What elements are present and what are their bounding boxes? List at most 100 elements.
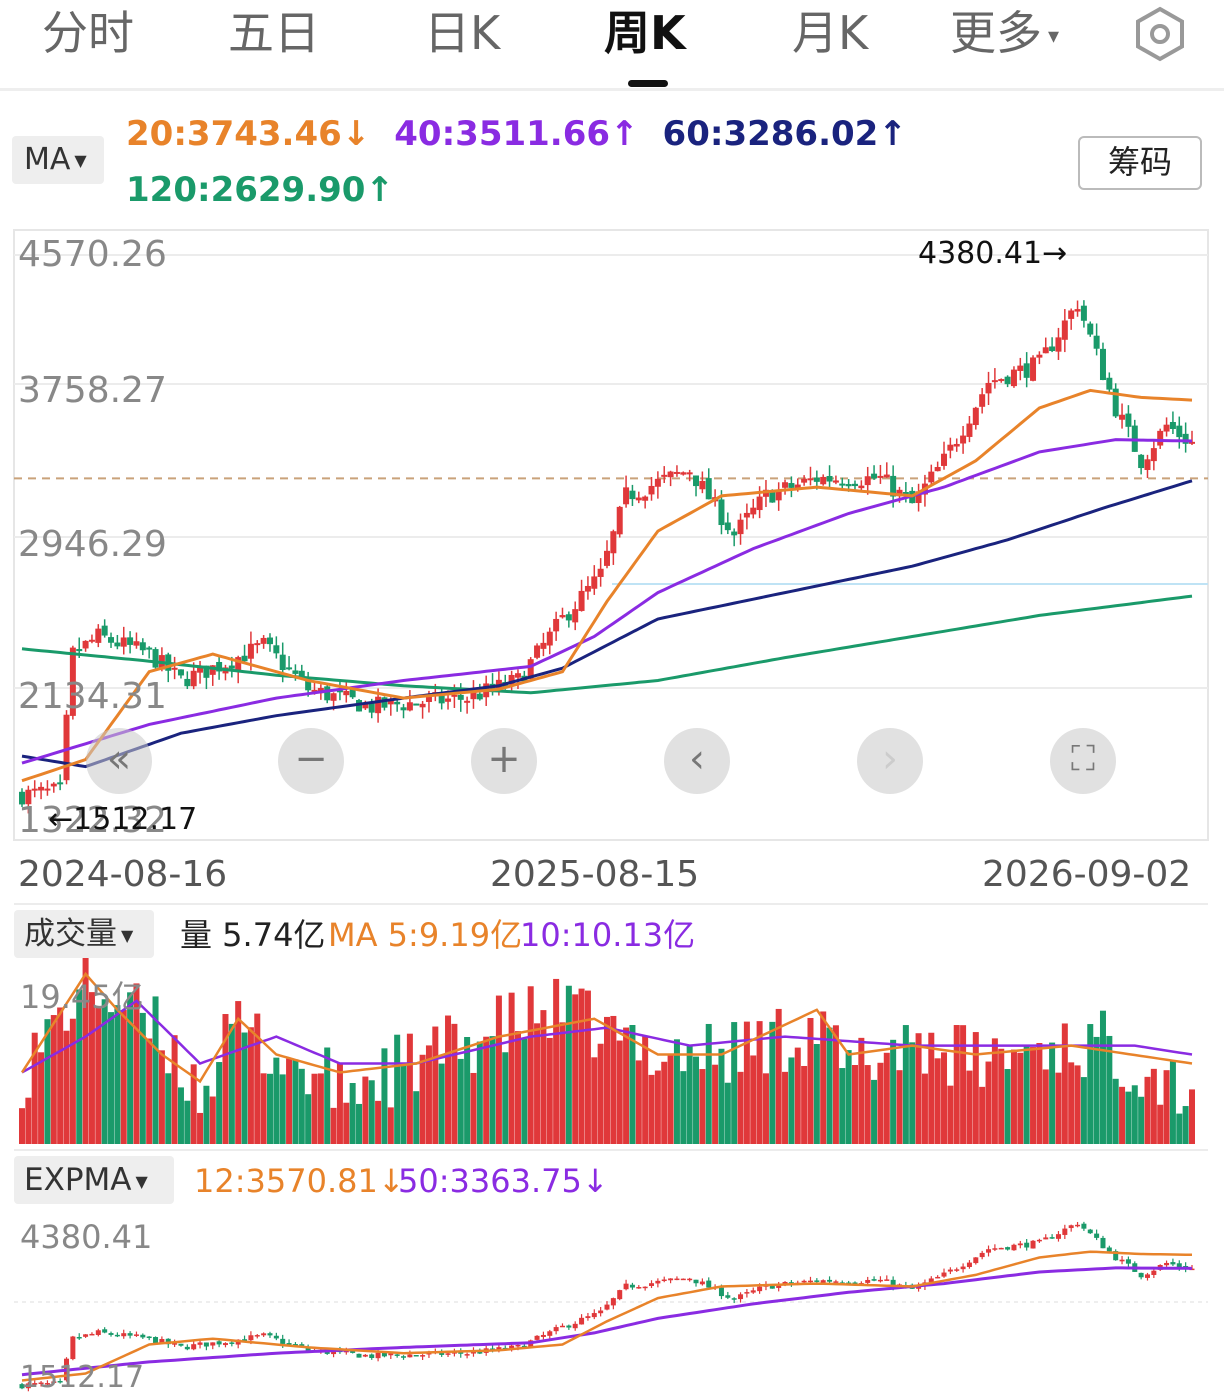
candle-body (76, 649, 83, 652)
volume-bar (464, 1037, 471, 1144)
candle-body (1068, 310, 1075, 319)
expma-candle-body (216, 1341, 222, 1345)
candle-body (19, 791, 25, 805)
volume-bar (629, 1025, 636, 1144)
volume-bar (57, 1007, 64, 1144)
candle-body (1055, 337, 1062, 352)
volume-bar (197, 1112, 204, 1144)
candle-body (1061, 320, 1068, 340)
volume-bar (1189, 1089, 1195, 1144)
fullscreen-button[interactable]: ⛶ (1050, 728, 1116, 794)
expma-bottom-label: 1512.17 (20, 1360, 145, 1395)
volume-bar (807, 1017, 814, 1144)
candle-body (782, 482, 789, 488)
candle-body (788, 483, 795, 488)
candle-body (139, 642, 146, 651)
expma-candle-body (420, 1355, 426, 1357)
expma-candle-body (121, 1333, 127, 1337)
expma-candle-body (114, 1334, 120, 1337)
candle-body (209, 665, 216, 675)
tab-monthly-k[interactable]: 月K (792, 6, 869, 60)
expma-candle-body (299, 1344, 305, 1347)
volume-bar (686, 1044, 693, 1144)
volume-bar (941, 1052, 948, 1144)
expma-candle-body (25, 1383, 31, 1389)
volume-bar (63, 1030, 70, 1144)
expma-candle-body (375, 1352, 381, 1359)
volume-bar (44, 1019, 51, 1144)
candle-body (718, 499, 725, 526)
expma-candle-body (401, 1356, 407, 1358)
tab-more-label: 更多 (950, 6, 1042, 60)
volume-bar (190, 1064, 197, 1144)
settings-icon[interactable] (1132, 6, 1188, 62)
volume-bar (915, 1033, 922, 1144)
candle-body (871, 473, 878, 479)
candle-body (260, 637, 267, 644)
volume-bar (1010, 1049, 1017, 1144)
zoom-in-button[interactable]: + (471, 728, 537, 794)
expma-candle-body (649, 1283, 655, 1286)
expma-candle-body (1036, 1239, 1042, 1242)
volume-bar (750, 1055, 757, 1144)
expma-candle-body (1068, 1225, 1074, 1229)
volume-bar (584, 990, 591, 1144)
expma-candle-body (788, 1282, 794, 1284)
expma-candle-body (941, 1272, 947, 1277)
ma-values: 20:3743.46↓ 40:3511.66↑ 60:3286.02↑ 120:26… (126, 108, 931, 220)
candle-body (1138, 454, 1145, 469)
tab-daily-k[interactable]: 日K (424, 6, 501, 60)
candle-body (82, 640, 89, 649)
scroll-right-button[interactable]: › (857, 728, 923, 794)
volume-bar (387, 1107, 394, 1144)
volume-bar (858, 1037, 865, 1144)
expma-candle-body (70, 1336, 76, 1360)
tab-intraday[interactable]: 分时 (42, 6, 134, 60)
volume-bar (483, 1036, 490, 1144)
high-marker-value: 4380.41 (918, 236, 1043, 271)
chevron-down-icon: ▾ (1048, 23, 1060, 49)
indicator-dropdown-volume[interactable]: 成交量 ▼ (14, 910, 154, 958)
zoom-out-button[interactable]: − (278, 728, 344, 794)
indicator-dropdown-ma[interactable]: MA ▼ (12, 136, 104, 184)
candle-body (877, 475, 884, 478)
expma-candle-body (407, 1354, 413, 1358)
volume-bar (737, 1071, 744, 1144)
back-to-start-button[interactable]: « (86, 728, 152, 794)
volume-bar (673, 1039, 680, 1144)
ma40-line (21, 438, 1193, 765)
candle-body (114, 642, 121, 647)
chips-button[interactable]: 筹码 (1078, 136, 1202, 190)
candle-body (953, 443, 960, 447)
candle-body (540, 642, 547, 649)
candle-body (190, 670, 197, 687)
chevron-down-icon: ▼ (135, 1171, 148, 1191)
volume-bar (184, 1100, 191, 1144)
volume-bar (909, 1042, 916, 1144)
expma-candle-body (464, 1354, 470, 1356)
indicator-dropdown-expma[interactable]: EXPMA ▼ (14, 1156, 174, 1204)
expma-candle-body (731, 1298, 737, 1300)
volume-bar (648, 1074, 655, 1144)
volume-bar (769, 1021, 776, 1144)
tab-more[interactable]: 更多 ▾ (950, 0, 1059, 70)
candle-body (648, 485, 655, 495)
tab-five-day[interactable]: 五日 (228, 6, 320, 60)
volume-bar (934, 1058, 941, 1144)
candle-body (604, 550, 610, 566)
volume-bar (445, 1015, 452, 1144)
volume-bar (661, 1061, 668, 1144)
candle-body (305, 680, 312, 691)
scroll-left-button[interactable]: ‹ (664, 728, 730, 794)
volume-bar (851, 1065, 858, 1144)
candle-body (1074, 309, 1081, 312)
expma-candle-body (668, 1278, 674, 1281)
candle-body (1163, 424, 1170, 432)
expma-candle-body (782, 1281, 788, 1284)
expma-candle-body (725, 1295, 731, 1298)
candle-body (858, 485, 865, 489)
candle-body (25, 789, 32, 805)
tab-weekly-k[interactable]: 周K (604, 6, 686, 60)
expma-candle-body (566, 1325, 572, 1328)
